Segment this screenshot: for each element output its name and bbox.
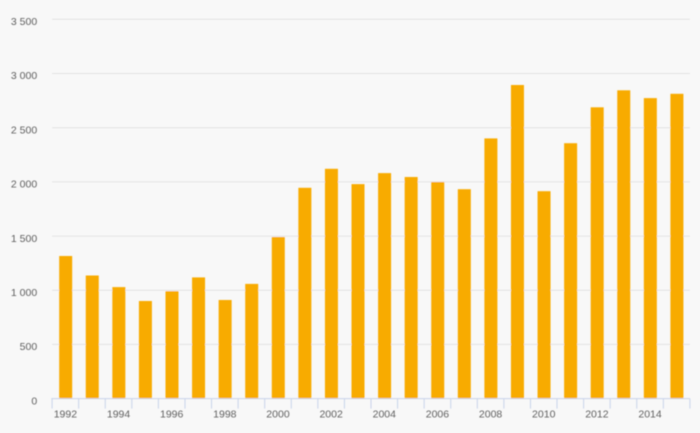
svg-text:1996: 1996 (160, 409, 184, 421)
svg-text:2 500: 2 500 (11, 124, 37, 136)
svg-text:2004: 2004 (373, 409, 397, 421)
svg-text:2012: 2012 (585, 409, 609, 421)
svg-text:3 500: 3 500 (11, 16, 37, 28)
svg-text:1 000: 1 000 (11, 287, 37, 299)
svg-text:2006: 2006 (426, 409, 450, 421)
svg-text:2008: 2008 (479, 409, 503, 421)
svg-text:1994: 1994 (107, 409, 131, 421)
svg-text:3 000: 3 000 (11, 70, 37, 82)
svg-text:0: 0 (31, 395, 37, 407)
svg-text:500: 500 (20, 341, 38, 353)
svg-text:1 500: 1 500 (11, 233, 37, 245)
svg-text:1998: 1998 (213, 409, 237, 421)
svg-text:2000: 2000 (266, 409, 290, 421)
svg-text:1992: 1992 (54, 409, 78, 421)
svg-text:2 000: 2 000 (11, 179, 37, 191)
svg-text:2002: 2002 (319, 409, 343, 421)
svg-text:2014: 2014 (638, 409, 662, 421)
svg-text:2010: 2010 (532, 409, 556, 421)
